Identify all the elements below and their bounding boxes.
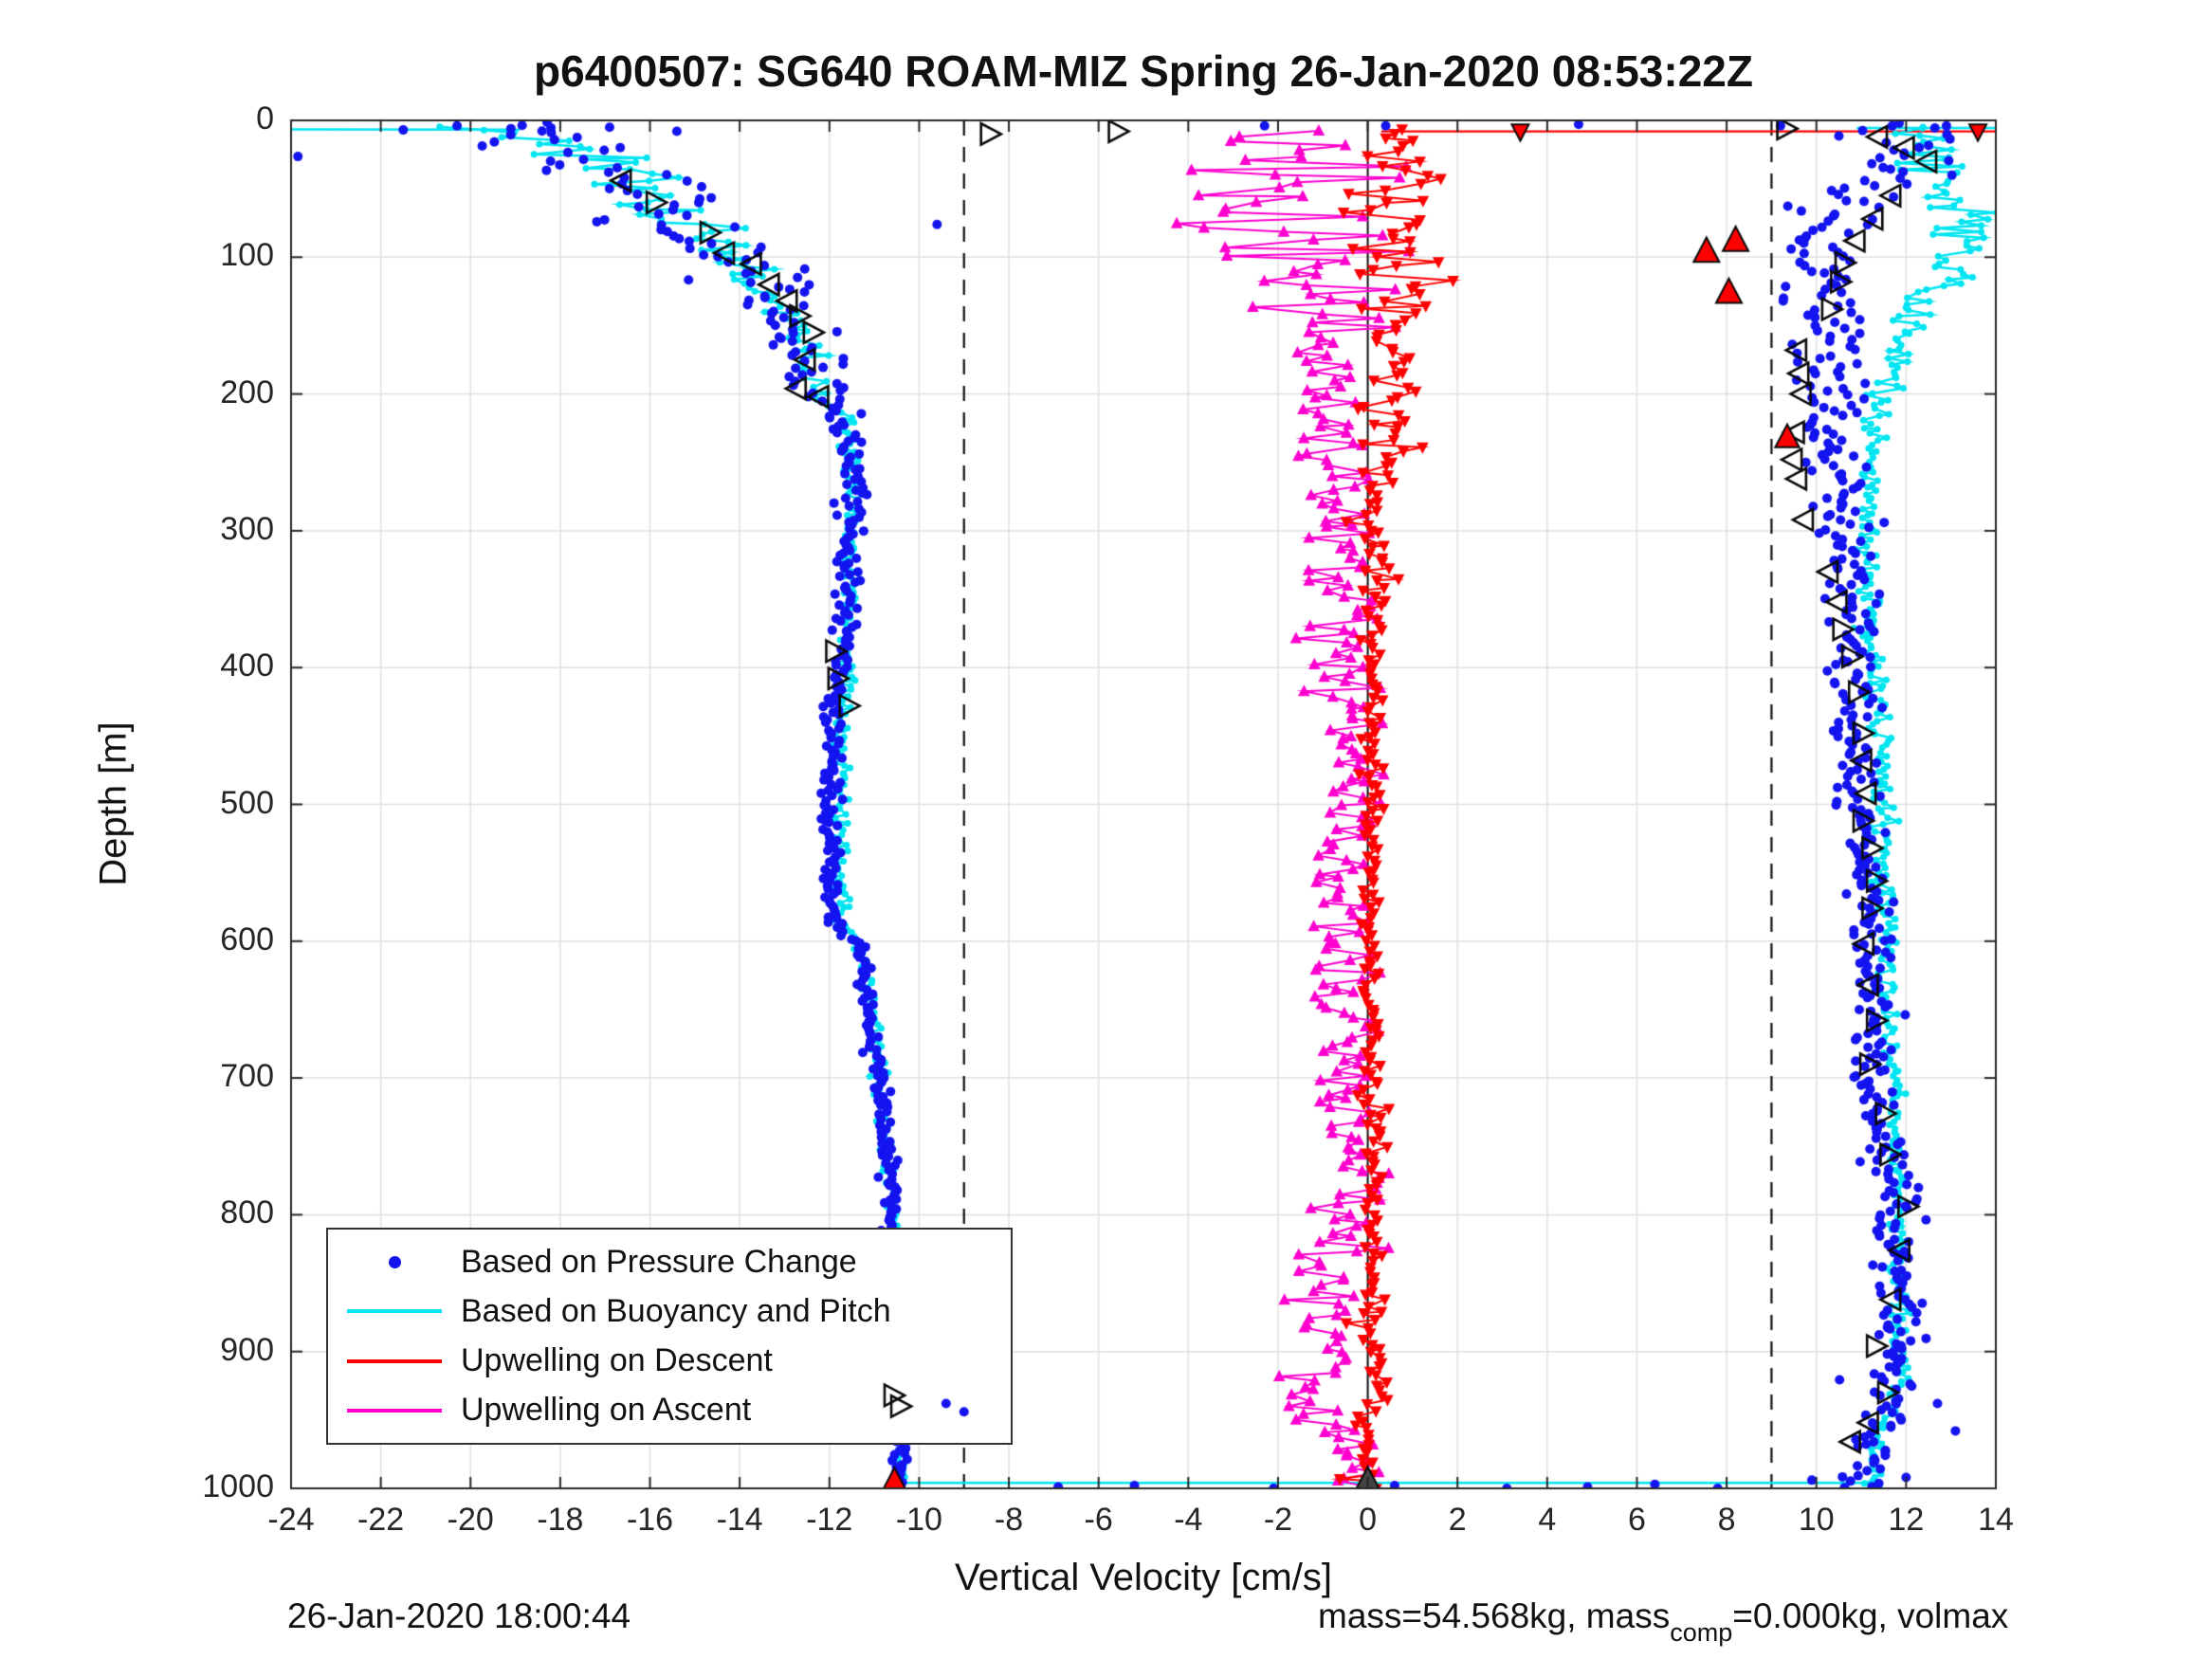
x-tick-label: 12 (1888, 1502, 1925, 1538)
x-tick-label: -12 (806, 1502, 853, 1538)
x-tick-label: -22 (357, 1502, 405, 1538)
x-tick-label: 14 (1978, 1502, 2014, 1538)
y-tick-label: 0 (256, 100, 274, 137)
y-tick-label: 100 (220, 237, 274, 274)
x-tick-label: -2 (1263, 1502, 1293, 1538)
y-tick-label: 500 (220, 784, 274, 821)
y-tick-label: 300 (220, 510, 274, 547)
x-tick-label: 8 (1717, 1502, 1736, 1538)
x-tick-label: 0 (1359, 1502, 1378, 1538)
x-tick-label: -18 (537, 1502, 584, 1538)
x-axis-label: Vertical Velocity [cm/s] (955, 1557, 1332, 1598)
y-tick-label: 800 (220, 1194, 274, 1231)
x-tick-label: -24 (267, 1502, 315, 1538)
y-tick-label: 600 (220, 921, 274, 957)
footer-mass-subscript: comp (1670, 1618, 1733, 1648)
footer-mass-text: mass=54.568kg, masscomp=0.000kg, volmax (1318, 1596, 2009, 1647)
x-tick-label: 10 (1798, 1502, 1835, 1538)
x-tick-label: 4 (1538, 1502, 1557, 1538)
chart-title: p6400507: SG640 ROAM-MIZ Spring 26-Jan-2… (534, 46, 1753, 96)
y-axis-label: Depth [m] (92, 721, 135, 886)
x-tick-label: -20 (447, 1502, 494, 1538)
x-tick-label: -14 (716, 1502, 763, 1538)
x-tick-label: 6 (1628, 1502, 1646, 1538)
x-tick-label: -16 (626, 1502, 674, 1538)
x-tick-label: -8 (994, 1502, 1024, 1538)
x-tick-label: -6 (1084, 1502, 1113, 1538)
y-tick-label: 900 (220, 1331, 274, 1368)
x-tick-label: -4 (1174, 1502, 1203, 1538)
y-tick-label: 400 (220, 647, 274, 684)
x-tick-label: 2 (1448, 1502, 1467, 1538)
footer-timestamp: 26-Jan-2020 18:00:44 (287, 1596, 631, 1635)
y-tick-label: 1000 (202, 1468, 274, 1504)
y-tick-label: 200 (220, 374, 274, 410)
footer-mass-main: mass=54.568kg, mass (1318, 1596, 1671, 1635)
x-tick-label: -10 (895, 1502, 942, 1538)
y-tick-label: 700 (220, 1058, 274, 1095)
footer-mass-tail: =0.000kg, volmax (1732, 1596, 2009, 1635)
